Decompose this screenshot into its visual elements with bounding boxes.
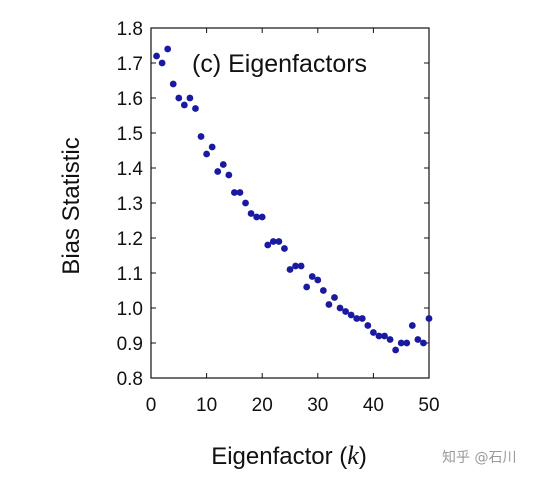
data-point [342,308,349,315]
data-point [231,189,238,196]
data-point [269,238,277,245]
data-point [264,241,272,249]
x-tick-labels: 0 10 20 30 40 50 [146,395,440,416]
data-point [186,94,194,102]
data-point [381,332,388,340]
panel-title: (c) Eigenfactors [192,50,367,78]
data-point [331,294,338,301]
data-point [303,283,311,291]
data-point [169,80,177,88]
y-axis-title: Bias Statistic [58,137,85,274]
data-point [392,346,400,354]
data-point [242,199,249,207]
data-point [275,238,283,245]
data-point [370,329,377,336]
data-point [319,287,327,294]
data-point [175,94,183,102]
data-point [286,266,294,273]
data-point [225,171,233,179]
data-point [203,150,211,158]
data-point [336,304,344,312]
data-point [308,273,316,280]
data-point [208,143,216,151]
data-point [420,339,427,347]
x-tick-label: 40 [363,395,384,416]
data-point [408,322,416,329]
data-point [425,315,433,322]
data-point [247,210,255,217]
data-point [414,336,422,343]
data-point [397,339,405,347]
plot-axes [150,27,430,379]
y-tick-label: 0.8 [117,369,143,390]
data-point [180,101,188,109]
x-tick-label: 10 [196,395,217,416]
y-tick-labels: 0.8 0.9 1.0 1.1 1.2 1.3 1.4 1.5 1.6 1.7 1.8 [117,19,144,390]
y-tick-label: 1.8 [117,19,143,40]
data-point [353,315,361,322]
y-tick-label: 1.6 [117,89,143,110]
data-point [153,52,160,60]
data-point [197,133,205,140]
y-tick-label: 1.3 [117,194,143,215]
x-tick-label: 50 [418,395,439,416]
data-point [219,161,227,168]
y-tick-label: 1.1 [117,264,143,285]
y-tick-label: 0.9 [117,334,143,355]
x-axis-title: Eigenfactor (k) [211,441,367,470]
y-tick-label: 1.7 [117,54,143,75]
data-point [386,336,394,343]
data-point [236,189,244,196]
x-tick-label: 20 [252,395,273,416]
data-point [297,262,305,270]
x-axis-title-variable: k [347,441,359,470]
data-point [292,262,299,270]
y-tick-label: 1.4 [117,159,144,180]
y-tick-label: 1.0 [117,299,143,320]
data-point [347,311,355,319]
data-point [314,276,322,284]
data-point [158,59,166,67]
data-point [375,332,383,340]
data-point [281,245,288,252]
data-point [253,213,261,221]
x-tick-label: 0 [146,395,157,416]
data-point [358,315,366,322]
data-point [325,301,333,308]
x-axis-title-close: ) [359,443,367,470]
data-point [214,168,222,175]
data-point [364,322,372,329]
x-axis-title-text: Eigenfactor ( [211,443,347,470]
data-point [403,339,411,347]
data-points [153,45,433,354]
y-tick-label: 1.2 [117,229,143,250]
data-point [258,213,266,221]
x-tick-label: 30 [307,395,328,416]
data-point [164,45,172,53]
watermark-text: 知乎 @石川 [442,449,516,466]
y-tick-label: 1.5 [117,124,143,145]
plot-frame [150,27,430,379]
data-point [192,105,199,112]
